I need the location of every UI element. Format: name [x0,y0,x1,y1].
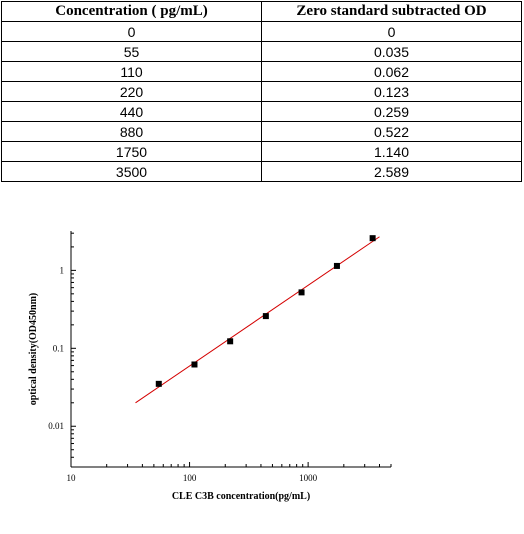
table-row: 220 0.123 [1,81,522,102]
data-point [369,235,376,242]
data-point [298,289,305,296]
data-point [191,361,198,368]
data-point [227,338,234,345]
standard-curve-table: Concentration ( pg/mL) Zero standard sub… [1,1,522,182]
table-row: 3500 2.589 [1,161,522,182]
data-point [262,313,269,320]
cell-concentration: 220 [1,81,262,102]
x-tick-label: 1000 [299,473,318,483]
cell-od: 2.589 [261,161,522,182]
y-axis-label: optical density(OD450nm) [28,293,39,406]
fit-line [135,236,380,404]
x-axis-label: CLE C3B concentration(pg/mL) [172,491,310,502]
data-point [155,380,162,387]
y-tick-label: 0.1 [53,343,64,353]
y-tick-label: 1 [60,265,65,275]
x-tick-label: 10 [67,473,77,483]
table-row: 880 0.522 [1,121,522,142]
y-tick-label: 0.01 [48,421,64,431]
data-point [333,262,340,269]
x-tick-label: 100 [183,473,197,483]
